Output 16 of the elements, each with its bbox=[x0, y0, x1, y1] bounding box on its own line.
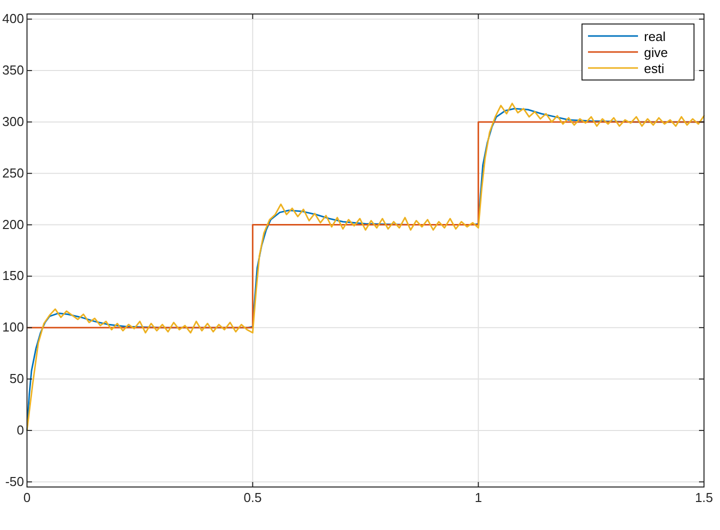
x-tick-label: 1.5 bbox=[694, 490, 714, 505]
y-tick-label: -50 bbox=[5, 474, 24, 489]
y-tick-label: 200 bbox=[2, 216, 24, 232]
y-tick-label: 150 bbox=[2, 268, 24, 284]
y-tick-label: 350 bbox=[2, 62, 24, 78]
y-tick-label: 100 bbox=[2, 320, 24, 335]
x-tick-label: 1 bbox=[474, 490, 482, 505]
y-tick-label: 400 bbox=[2, 11, 24, 26]
legend-label: give bbox=[644, 45, 668, 60]
legend-label: esti bbox=[644, 61, 664, 76]
y-tick-label: 50 bbox=[10, 371, 24, 386]
legend-label: real bbox=[644, 29, 666, 44]
y-tick-label: 0 bbox=[16, 422, 24, 438]
x-tick-label: 0.5 bbox=[244, 490, 262, 505]
y-tick-label: 300 bbox=[2, 114, 24, 129]
y-tick-label: 250 bbox=[2, 165, 24, 180]
